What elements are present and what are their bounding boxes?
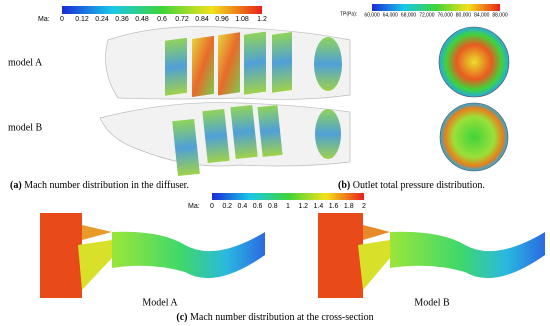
- colorbar-tick-label: 80,000: [456, 12, 472, 18]
- colorbar-tick-label: 0.6: [157, 16, 167, 23]
- colorbar-tick-label: 0.36: [115, 16, 129, 23]
- colorbar-tick-label: 0.12: [75, 16, 89, 23]
- outlet-model-b: [439, 102, 509, 172]
- colorbar: [372, 4, 500, 11]
- section-model-a: [40, 213, 265, 298]
- colorbar-tick-label: 72,000: [419, 12, 435, 18]
- diffuser-model-a: [105, 26, 351, 100]
- colorbar-tick-label: 0.6: [253, 203, 263, 210]
- model-label: Model A: [142, 297, 178, 308]
- caption-label: (c): [176, 312, 187, 323]
- colorbar-tick-label: 1.08: [235, 16, 249, 23]
- colorbar: [212, 193, 364, 200]
- colorbar-tick-label: 1.6: [329, 203, 339, 210]
- colorbar-tick-label: 0.8: [268, 203, 278, 210]
- caption: (a) Mach number distribution in the diff…: [10, 180, 189, 191]
- colorbar-tick-label: 76,000: [437, 12, 453, 18]
- colorbar-tick-label: 1: [286, 203, 290, 210]
- colorbar-tick-label: 84,000: [474, 12, 490, 18]
- caption: (b) Outlet total pressure distribution.: [338, 180, 485, 191]
- caption-label: (a): [10, 180, 22, 191]
- caption-text: Mach number distribution in the diffuser…: [24, 180, 189, 191]
- colorbar-tick-label: 0: [210, 203, 214, 210]
- colorbar-tick-label: 1.2: [257, 16, 267, 23]
- colorbar-tick-label: 2: [362, 203, 366, 210]
- colorbar-tick-label: 1.4: [314, 203, 324, 210]
- colorbar-tick-label: 0.84: [195, 16, 209, 23]
- colorbar-tick-label: 0.72: [175, 16, 189, 23]
- outlet-model-a: [438, 26, 510, 98]
- colorbar-tick-label: 64,000: [383, 12, 399, 18]
- colorbar-tick-label: 0: [60, 16, 64, 23]
- diffuser-model-b: [99, 102, 351, 176]
- section-model-b: [318, 213, 545, 298]
- colorbar-tick-label: 0.2: [222, 203, 232, 210]
- model-label: model B: [8, 122, 42, 133]
- colorbar-label: Ma:: [38, 16, 50, 23]
- colorbar: [62, 6, 262, 14]
- colorbar-label: TP(Pa):: [340, 11, 357, 17]
- colorbar-tick-label: 0.24: [95, 16, 109, 23]
- colorbar-label: Ma:: [188, 203, 200, 210]
- caption-label: (b): [338, 180, 350, 191]
- colorbar-tick-label: 60,000: [364, 12, 380, 18]
- model-label: Model B: [414, 297, 450, 308]
- caption-text: Mach number distribution at the cross-se…: [190, 312, 374, 323]
- caption-text: Outlet total pressure distribution.: [353, 180, 485, 191]
- colorbar-tick-label: 68,000: [401, 12, 417, 18]
- colorbar-tick-label: 0.48: [135, 16, 149, 23]
- colorbar-tick-label: 0.96: [215, 16, 229, 23]
- colorbar-tick-label: 1.2: [298, 203, 308, 210]
- colorbar-tick-label: 1.8: [344, 203, 354, 210]
- colorbar-tick-label: 0.4: [238, 203, 248, 210]
- model-label: model A: [8, 57, 43, 68]
- caption: (c) Mach number distribution at the cros…: [176, 312, 373, 323]
- colorbar-tick-label: 88,000: [492, 12, 508, 18]
